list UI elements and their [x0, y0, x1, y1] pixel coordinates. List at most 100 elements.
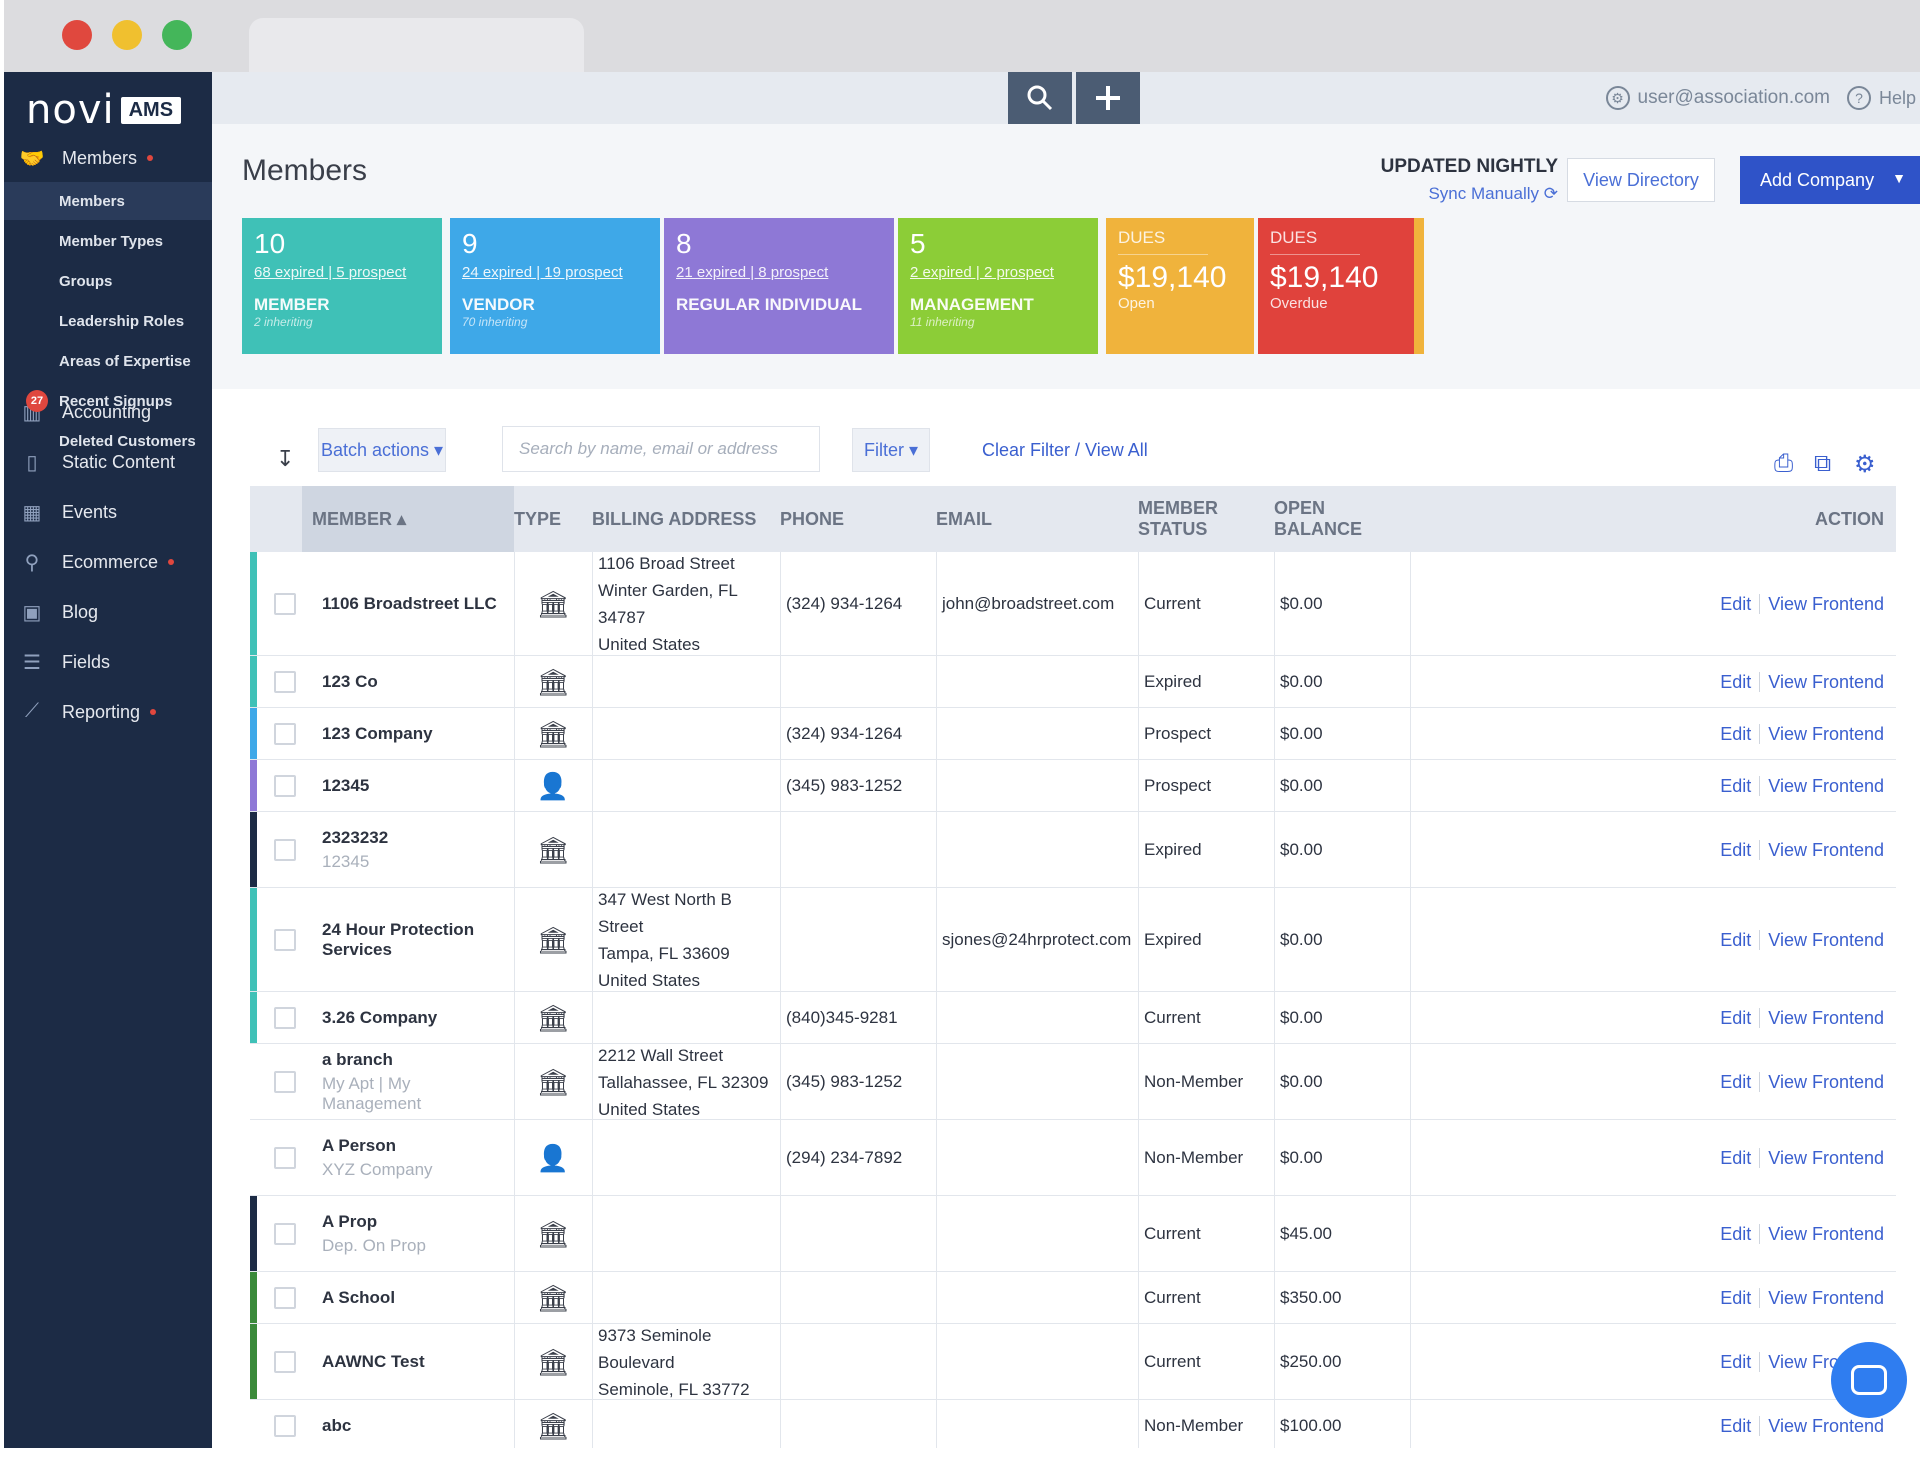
settings-gear-icon[interactable]: ⚙: [1854, 451, 1876, 478]
member-type-card[interactable]: 9 24 expired | 19 prospect VENDOR 70 inh…: [450, 218, 660, 354]
column-header-type[interactable]: TYPE: [514, 508, 562, 529]
sidebar-subitem-deleted-customers[interactable]: Deleted Customers: [4, 422, 212, 460]
table-row[interactable]: 2323232 12345 🏛 Expired $0.00 Edit View Fr…: [250, 812, 1896, 888]
view-frontend-link[interactable]: View Frontend: [1768, 929, 1884, 950]
view-frontend-link[interactable]: View Frontend: [1768, 671, 1884, 692]
edit-link[interactable]: Edit: [1720, 1351, 1752, 1372]
view-frontend-link[interactable]: View Frontend: [1768, 1287, 1884, 1308]
add-company-button[interactable]: Add Company ▼: [1740, 156, 1920, 204]
add-button[interactable]: [1076, 72, 1140, 124]
edit-link[interactable]: Edit: [1720, 1223, 1752, 1244]
close-window-dot[interactable]: [62, 20, 92, 50]
member-name[interactable]: abc: [322, 1416, 352, 1435]
maximize-window-dot[interactable]: [162, 20, 192, 50]
browser-tab[interactable]: [249, 18, 584, 74]
row-checkbox[interactable]: [274, 1415, 296, 1437]
table-row[interactable]: 123 Company 🏛 (324) 934-1264 Prospect $0.00…: [250, 708, 1896, 760]
member-name[interactable]: 3.26 Company: [322, 1008, 438, 1027]
search-button[interactable]: [1008, 72, 1072, 124]
minimize-window-dot[interactable]: [112, 20, 142, 50]
row-checkbox[interactable]: [274, 723, 296, 745]
edit-link[interactable]: Edit: [1720, 671, 1752, 692]
table-row[interactable]: 3.26 Company 🏛 (840)345-9281 Current $0.00 …: [250, 992, 1896, 1044]
member-type-card[interactable]: 8 21 expired | 8 prospect REGULAR INDIVI…: [664, 218, 894, 354]
edit-link[interactable]: Edit: [1720, 593, 1752, 614]
sidebar-subitem-recent-signups[interactable]: Recent Signups 27: [4, 382, 212, 420]
sidebar-item-static-content[interactable]: ▯ Static Content: [4, 440, 212, 484]
sidebar-subitem-groups[interactable]: Groups: [4, 262, 212, 300]
help-link[interactable]: ? Help: [1846, 72, 1916, 124]
table-row[interactable]: abc 🏛 Non-Member $100.00 Edit View Fronten…: [250, 1400, 1896, 1448]
card-breakdown-link[interactable]: 68 expired | 5 prospect: [254, 264, 407, 281]
sidebar-item-fields[interactable]: ☰ Fields: [4, 640, 212, 684]
member-name[interactable]: 1106 Broadstreet LLC: [322, 594, 497, 613]
edit-link[interactable]: Edit: [1720, 1007, 1752, 1028]
edit-link[interactable]: Edit: [1720, 839, 1752, 860]
edit-link[interactable]: Edit: [1720, 775, 1752, 796]
view-frontend-link[interactable]: View Frontend: [1768, 1147, 1884, 1168]
table-row[interactable]: 123 Co 🏛 Expired $0.00 Edit View Frontend: [250, 656, 1896, 708]
view-frontend-link[interactable]: View Frontend: [1768, 1071, 1884, 1092]
card-breakdown-link[interactable]: 2 expired | 2 prospect: [910, 264, 1054, 281]
view-frontend-link[interactable]: View Frontend: [1768, 1007, 1884, 1028]
member-type-card[interactable]: 10 68 expired | 5 prospect MEMBER 2 inhe…: [242, 218, 442, 354]
row-checkbox[interactable]: [274, 1007, 296, 1029]
table-row[interactable]: 12345 👤 (345) 983-1252 Prospect $0.00 Edit …: [250, 760, 1896, 812]
edit-link[interactable]: Edit: [1720, 1147, 1752, 1168]
row-checkbox[interactable]: [274, 1287, 296, 1309]
member-name[interactable]: A School: [322, 1288, 396, 1307]
edit-link[interactable]: Edit: [1720, 929, 1752, 950]
row-checkbox[interactable]: [274, 593, 296, 615]
member-name[interactable]: A Person: [322, 1136, 397, 1155]
member-name[interactable]: 12345: [322, 776, 370, 795]
logo[interactable]: novi AMS: [26, 82, 182, 138]
table-row[interactable]: 1106 Broadstreet LLC 🏛 1106 Broad Street W…: [250, 552, 1896, 656]
dues-card[interactable]: DUES $19,140 Overdue: [1258, 218, 1414, 354]
sidebar-item-ecommerce[interactable]: ⚲ Ecommerce: [4, 540, 212, 584]
edit-link[interactable]: Edit: [1720, 1287, 1752, 1308]
column-header-email[interactable]: EMAIL: [936, 508, 992, 529]
sync-manually-link[interactable]: Sync Manually ⟳: [1428, 184, 1558, 203]
sort-arrow-icon[interactable]: ↧: [276, 446, 295, 471]
column-header-phone[interactable]: PHONE: [780, 508, 845, 529]
member-name[interactable]: 123 Company: [322, 724, 433, 743]
column-header-member[interactable]: MEMBER ▴: [302, 486, 514, 552]
email[interactable]: john@broadstreet.com: [942, 594, 1115, 613]
column-header-open-balance[interactable]: OPEN BALANCE: [1274, 498, 1362, 539]
sidebar-item-events[interactable]: ▦ Events: [4, 490, 212, 534]
clear-filter-link[interactable]: Clear Filter / View All: [982, 440, 1148, 460]
member-name[interactable]: A Prop: [322, 1212, 378, 1231]
view-frontend-link[interactable]: View Frontend: [1768, 1223, 1884, 1244]
member-name[interactable]: 24 Hour Protection Services: [322, 920, 475, 959]
column-header-billing-address[interactable]: BILLING ADDRESS: [592, 508, 757, 529]
sidebar-subitem-leadership-roles[interactable]: Leadership Roles: [4, 302, 212, 340]
table-row[interactable]: 24 Hour Protection Services 🏛 347 West No…: [250, 888, 1896, 992]
view-directory-button[interactable]: View Directory: [1567, 158, 1715, 202]
table-row[interactable]: A School 🏛 Current $350.00 Edit View Front…: [250, 1272, 1896, 1324]
sidebar-subitem-areas-of-expertise[interactable]: Areas of Expertise: [4, 342, 212, 380]
dues-card[interactable]: DUES $19,140 Open: [1106, 218, 1254, 354]
sidebar-item-members[interactable]: 🤝 Members: [4, 136, 212, 180]
sidebar-subitem-members[interactable]: Members: [4, 182, 212, 220]
search-input[interactable]: [502, 426, 820, 472]
edit-link[interactable]: Edit: [1720, 1415, 1752, 1436]
row-checkbox[interactable]: [274, 1071, 296, 1093]
row-checkbox[interactable]: [274, 671, 296, 693]
row-checkbox[interactable]: [274, 929, 296, 951]
edit-link[interactable]: Edit: [1720, 723, 1752, 744]
sidebar-subitem-member-types[interactable]: Member Types: [4, 222, 212, 260]
card-breakdown-link[interactable]: 21 expired | 8 prospect: [676, 264, 829, 281]
member-type-card[interactable]: 5 2 expired | 2 prospect MANAGEMENT 11 i…: [898, 218, 1098, 354]
chat-button[interactable]: [1831, 1342, 1907, 1418]
user-menu[interactable]: ⚙ user@association.com: [1605, 72, 1830, 124]
card-breakdown-link[interactable]: 24 expired | 19 prospect: [462, 264, 623, 281]
view-frontend-link[interactable]: View Frontend: [1768, 775, 1884, 796]
edit-link[interactable]: Edit: [1720, 1071, 1752, 1092]
column-header-member-status[interactable]: MEMBER STATUS: [1138, 498, 1218, 539]
table-row[interactable]: A Prop Dep. On Prop 🏛 Current $45.00 Edit …: [250, 1196, 1896, 1272]
member-name[interactable]: a branch: [322, 1050, 393, 1069]
row-checkbox[interactable]: [274, 1223, 296, 1245]
row-checkbox[interactable]: [274, 839, 296, 861]
table-row[interactable]: A Person XYZ Company 👤 (294) 234-7892 Non-…: [250, 1120, 1896, 1196]
row-checkbox[interactable]: [274, 775, 296, 797]
